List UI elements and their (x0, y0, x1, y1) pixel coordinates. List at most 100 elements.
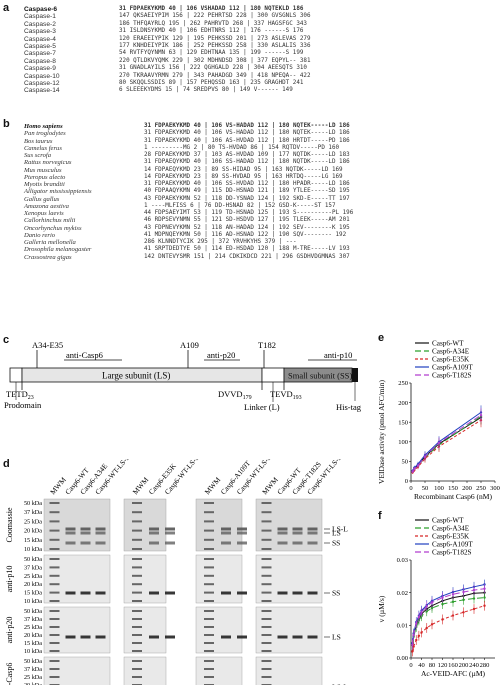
blot-band-label: SS (332, 539, 340, 548)
align-b-row-sequence: 14 FDPAEKYKMD 23 | 89 SS-HVDAD 95 | 163 … (144, 173, 343, 180)
blot-band-label: LS (332, 529, 341, 538)
blot-band (277, 541, 288, 545)
blot-band (165, 591, 175, 595)
x-tick-label: 250 (476, 485, 486, 492)
align-b-row-name: Sus scrofa (24, 152, 52, 159)
blot-lane-label: MWM (131, 475, 151, 496)
blot-band (237, 541, 247, 545)
blot-ladder-band (49, 538, 60, 541)
blot-band (292, 531, 303, 535)
label-prodomain: Prodomain (4, 400, 42, 410)
blot-gel (123, 554, 167, 604)
blot-gel (43, 606, 111, 654)
blot-kda-label: 20 kDa (24, 632, 42, 639)
align-a-row-name: Caspase-5 (24, 43, 56, 50)
blot-ladder-band (132, 529, 142, 532)
y-axis-label: VEIDase activity (pmol AFC/min) (377, 380, 386, 484)
blot-band (95, 635, 106, 639)
blot-ladder-band (204, 650, 214, 652)
blot-kda-label: 37 kDa (24, 666, 42, 673)
blot-band (292, 591, 303, 595)
blot-band (277, 635, 288, 639)
blot-ladder-band (261, 583, 272, 586)
data-point (430, 601, 434, 604)
blot-band-label: SS (332, 589, 340, 598)
label-tevd: TEVD193 (270, 389, 302, 401)
blot-kda-label: 20 kDa (24, 581, 42, 588)
blot-band (65, 541, 76, 545)
blot-ladder-band (132, 660, 142, 662)
blot-band (65, 591, 76, 595)
data-point (483, 596, 486, 599)
blot-ladder-band (261, 502, 272, 504)
align-b-row-name: Gallus gallus (24, 195, 60, 203)
blot-ladder-band (132, 626, 142, 628)
blot-band (95, 541, 106, 545)
blot-kda-label: 37 kDa (24, 564, 42, 571)
blot-ladder-band (261, 660, 272, 662)
blot-band (237, 531, 247, 535)
blot-gel (195, 656, 243, 685)
blot-band (80, 531, 91, 535)
blot-kda-label: 25 kDa (24, 624, 42, 631)
legend-entry: Casp6-A109T (432, 364, 473, 372)
data-point (411, 650, 414, 653)
blot-gel (123, 656, 167, 685)
blot-band (277, 531, 288, 535)
blot-band (292, 635, 303, 639)
blot-ladder-band (261, 618, 272, 620)
data-point (415, 622, 418, 625)
prodomain-box (9, 367, 23, 383)
data-point (451, 614, 455, 617)
align-a-row-sequence: 54 RVTFYQYNMN 63 | 129 EDHTNAA 135 | 199… (119, 50, 304, 57)
data-point (411, 470, 414, 473)
blot-band (80, 635, 91, 639)
blot-gel (255, 554, 323, 604)
data-point (441, 596, 444, 599)
blot-kda-label: 15 kDa (24, 590, 42, 597)
label-dvvd: DVVD179 (218, 389, 252, 401)
blot-kda-label: 50 kDa (24, 500, 42, 507)
blot-band (65, 531, 76, 535)
align-a-row-sequence: 6 SLEEEKYDMS 15 | 74 SREDPVS 80 | 149 V-… (119, 87, 293, 94)
align-b-row-sequence: 28 FDPAEKYKMD 37 | 103 AS-HVDAD 109 | 17… (144, 152, 350, 158)
label-a109: A109 (180, 340, 199, 350)
blot-ladder-band (49, 618, 60, 620)
blot-ladder-band (49, 642, 60, 644)
blot-gel (43, 656, 111, 685)
data-point (423, 455, 427, 458)
blot-band (165, 635, 175, 639)
blot-ladder-band (204, 529, 214, 532)
align-b-row-sequence: 43 FDPAEKYKMN 52 | 118 DD-YSNAD 124 | 19… (144, 195, 350, 202)
align-a-row-sequence: 186 THFQAYRLQ 195 | 262 PAHRVTD 268 | 33… (119, 20, 307, 27)
align-b-row-name: Camelus ferus (24, 144, 62, 152)
series-line (412, 415, 482, 472)
data-point (425, 610, 428, 613)
x-tick-label: 200 (459, 662, 469, 669)
blot-ladder-band (261, 558, 272, 560)
data-point (413, 467, 416, 471)
blot-band (237, 591, 247, 595)
align-b-row-name: Pan troglodytes (24, 130, 66, 138)
y-tick-label: 250 (398, 380, 408, 387)
align-b-row-name: Homo sapiens (24, 123, 63, 130)
blot-kda-label: 10 kDa (24, 546, 42, 553)
blot-ladder-band (132, 634, 142, 636)
y-tick-label: 0.00 (397, 655, 408, 662)
panel-label-b: b (3, 118, 10, 130)
blot-ladder-band (132, 574, 142, 577)
y-tick-label: 200 (398, 400, 408, 407)
blot-kda-label: 50 kDa (24, 608, 42, 615)
blot-ladder-band (49, 668, 60, 670)
blot-ladder-band (204, 548, 214, 550)
data-point (441, 618, 444, 621)
align-a-row-name: Caspase-1 (24, 13, 56, 21)
align-b-row-sequence: 14 FDPAEQYKMD 23 | 89 SS-HIDAD 95 | 163 … (144, 166, 343, 173)
align-b-row-sequence: 31 FDPAEQYKMD 40 | 106 SS-HADAD 112 | 18… (144, 159, 350, 166)
blot-band (292, 527, 303, 531)
align-b-row-sequence: 142 DNTEVYSMR 151 | 214 CDKIKDCD 221 | 2… (144, 253, 350, 260)
align-b-row-name: Myotis brandtii (24, 181, 65, 188)
blot-band (221, 591, 231, 595)
blot-ladder-band (49, 548, 60, 550)
align-a-row-name: Caspase-4 (24, 35, 56, 43)
